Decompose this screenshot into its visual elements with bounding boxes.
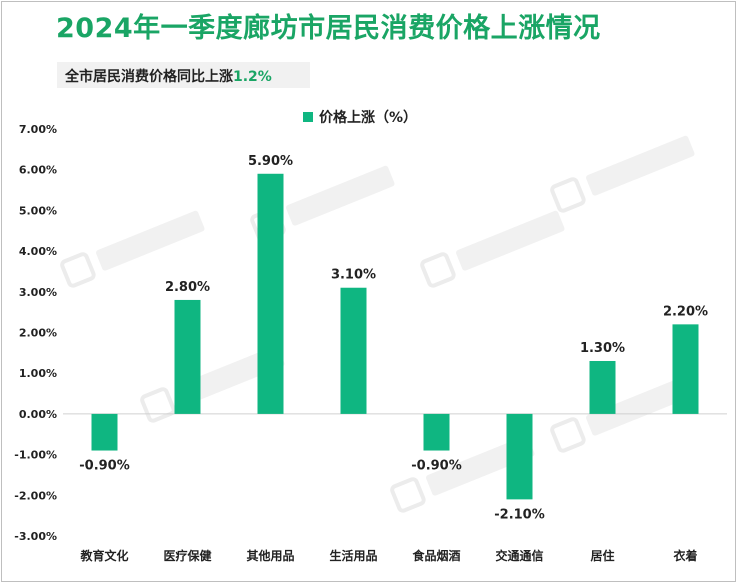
bars (91, 173, 699, 500)
category-label: 衣着 (673, 548, 697, 563)
watermark-mark (420, 252, 456, 288)
watermark-layer (60, 135, 695, 513)
watermark-text-block (456, 210, 565, 271)
watermark-text-block (96, 210, 205, 271)
category-label: 教育文化 (79, 548, 128, 563)
y-tick-label: -1.00% (14, 449, 57, 462)
watermark-logo (60, 210, 205, 288)
y-tick-label: 5.00% (19, 204, 57, 217)
y-tick-label: -3.00% (14, 530, 57, 543)
watermark-text-block (586, 375, 695, 436)
y-axis-ticks: 7.00% 6.00% 5.00% 4.00% 3.00% 2.00% 1.00% 0.00%… (14, 123, 57, 543)
y-tick-label: 2.00% (19, 327, 57, 340)
y-tick-label: 1.00% (19, 367, 57, 380)
watermark-mark (140, 387, 176, 423)
data-label: -0.90% (79, 459, 130, 474)
data-label: 5.90% (248, 154, 293, 169)
data-label: 3.10% (331, 268, 376, 283)
data-label: -2.10% (494, 507, 545, 522)
watermark-text-block (586, 135, 695, 196)
category-label: 居住 (590, 548, 614, 563)
y-tick-label: 6.00% (19, 164, 57, 177)
subtitle-text: 全市居民消费价格同比上涨 (65, 69, 233, 85)
data-label: 2.80% (165, 280, 210, 295)
subtitle: 全市居民消费价格同比上涨1.2% (65, 66, 272, 86)
watermark-text-block (286, 165, 395, 226)
legend-label: 价格上涨（%） (319, 110, 418, 126)
watermark-mark (550, 417, 586, 453)
bar (589, 360, 616, 414)
legend-swatch (303, 112, 313, 122)
legend: 价格上涨（%） (303, 107, 417, 127)
bar (257, 173, 284, 414)
watermark-mark (390, 477, 426, 513)
watermark-logo (140, 345, 285, 423)
data-labels: -0.90% 2.80% 5.90% 3.10% -0.90% -2.10% 1.30% 2.… (79, 154, 708, 523)
data-label: 2.20% (663, 304, 708, 319)
category-label: 生活用品 (329, 548, 377, 563)
y-tick-label: 4.00% (19, 245, 57, 258)
subtitle-box: 全市居民消费价格同比上涨1.2% (57, 62, 310, 88)
subtitle-value: 1.2% (233, 69, 272, 85)
y-tick-label: 7.00% (19, 123, 57, 136)
category-label: 医疗保健 (163, 548, 212, 563)
y-tick-label: -2.00% (14, 489, 57, 502)
watermark-logo (420, 210, 565, 288)
x-axis-categories: 教育文化 医疗保健 其他用品 生活用品 食品烟酒 交通通信 居住 衣着 (79, 548, 697, 563)
bar (340, 287, 367, 414)
watermark-logo (550, 135, 695, 213)
category-label: 交通通信 (495, 548, 543, 563)
data-label: -0.90% (411, 459, 462, 474)
watermark-mark (60, 252, 96, 288)
y-tick-label: 0.00% (19, 408, 57, 421)
y-tick-label: 3.00% (19, 286, 57, 299)
watermark-text-block (176, 345, 285, 406)
bar (506, 413, 533, 500)
data-label: 1.30% (580, 341, 625, 356)
bar (91, 413, 118, 451)
bar (672, 324, 699, 414)
category-label: 其他用品 (246, 548, 294, 563)
watermark-logo (550, 375, 695, 453)
category-label: 食品烟酒 (411, 548, 460, 563)
chart-title: 2024年一季度廊坊市居民消费价格上涨情况 (56, 13, 601, 44)
bar (174, 299, 201, 414)
watermark-mark (550, 177, 586, 213)
bar (423, 413, 450, 451)
